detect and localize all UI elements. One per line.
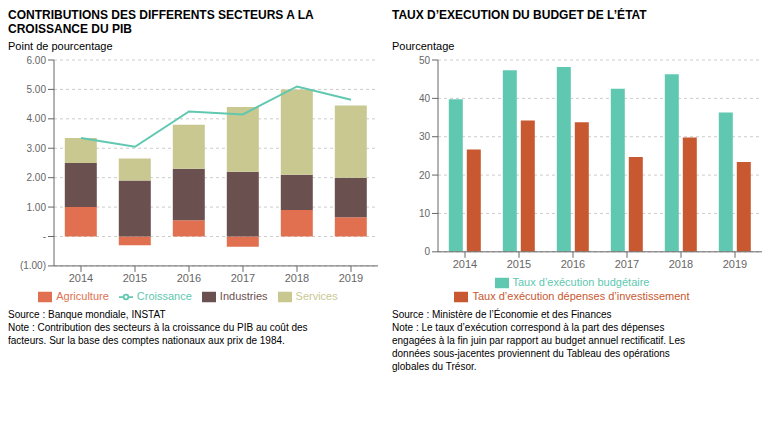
svg-text:2018: 2018 xyxy=(669,258,693,270)
html-text:Taux d’exécution budgétaire: Taux d’exécution budgétaire xyxy=(512,275,650,288)
svg-text:2016: 2016 xyxy=(561,258,585,270)
svg-text:3.00: 3.00 xyxy=(27,143,47,154)
svg-text:2014: 2014 xyxy=(69,272,93,284)
html-text:engagées à la fin juin par rap: engagées à la fin juin par rapport au bu… xyxy=(392,335,685,346)
svg-text:2016: 2016 xyxy=(177,272,201,284)
svg-text:50: 50 xyxy=(419,55,431,66)
html-text:TAUX D’EXECUTION DU BUDGET DE: TAUX D’EXECUTION DU BUDGET DE L’ÉTAT xyxy=(392,8,647,22)
svg-text:2019: 2019 xyxy=(723,258,747,270)
svg-text:2015: 2015 xyxy=(507,258,531,270)
svg-text:6.00: 6.00 xyxy=(27,55,47,66)
html-text:CONTRIBUTIONS DES DIFFERENTS S: CONTRIBUTIONS DES DIFFERENTS SECTEURS A … xyxy=(8,8,314,22)
svg-text:-: - xyxy=(43,231,46,242)
html-text:facteurs. Sur la base des comp: facteurs. Sur la base des comptes nation… xyxy=(8,335,285,346)
svg-text:2015: 2015 xyxy=(123,272,147,284)
html-text:données sous-jacentes provienn: données sous-jacentes proviennent du Tab… xyxy=(392,348,670,359)
svg-text:2017: 2017 xyxy=(615,258,639,270)
html-text:Agriculture: Agriculture xyxy=(56,289,109,302)
html-text:globales du Trésor.: globales du Trésor. xyxy=(392,361,477,372)
html-text:Croissance: Croissance xyxy=(136,289,192,302)
svg-text:(1.00): (1.00) xyxy=(20,260,46,271)
html-text:Point de pourcentage: Point de pourcentage xyxy=(8,40,113,52)
html-text:CROISSANCE DU PIB: CROISSANCE DU PIB xyxy=(8,22,132,36)
html-text:Note : Contribution des secteu: Note : Contribution des secteurs à la cr… xyxy=(8,322,308,333)
html-text:Pourcentage: Pourcentage xyxy=(392,40,455,52)
svg-text:2.00: 2.00 xyxy=(27,172,47,183)
svg-text:1.00: 1.00 xyxy=(27,202,47,213)
svg-text:10: 10 xyxy=(419,208,431,219)
html-text:Note : Le taux d’exécution cor: Note : Le taux d’exécution correspond à … xyxy=(392,322,665,333)
svg-text:20: 20 xyxy=(419,170,431,181)
svg-text:5.00: 5.00 xyxy=(27,84,47,95)
svg-text:2018: 2018 xyxy=(285,272,309,284)
svg-text:2014: 2014 xyxy=(453,258,477,270)
html-text:Source : Banque mondiale, INST: Source : Banque mondiale, INSTAT xyxy=(8,309,166,320)
html-text:Source : Ministère de l’Économ: Source : Ministère de l’Économie et des … xyxy=(392,309,612,320)
html-text:Taux d’exécution dépenses d’in: Taux d’exécution dépenses d’investisseme… xyxy=(472,289,690,302)
svg-text:2017: 2017 xyxy=(231,272,255,284)
svg-text:0: 0 xyxy=(424,246,430,257)
svg-text:2019: 2019 xyxy=(339,272,363,284)
html-text:Industries: Industries xyxy=(219,289,268,302)
html-text:Services: Services xyxy=(295,289,338,302)
svg-text:4.00: 4.00 xyxy=(27,113,47,124)
svg-text:30: 30 xyxy=(419,131,431,142)
svg-text:40: 40 xyxy=(419,93,431,104)
